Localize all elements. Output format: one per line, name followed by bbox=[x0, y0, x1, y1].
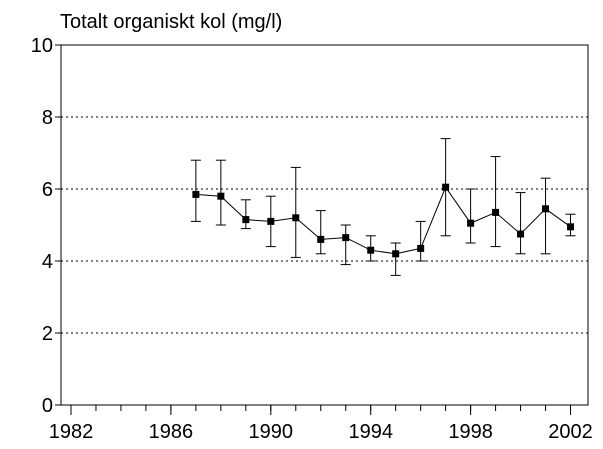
y-tick-label: 8 bbox=[42, 107, 53, 129]
data-point bbox=[342, 234, 350, 242]
data-point bbox=[417, 244, 425, 252]
error-bar bbox=[465, 188, 476, 244]
x-tick-label: 1990 bbox=[249, 421, 294, 443]
data-point bbox=[192, 190, 200, 198]
x-tick-label: 1982 bbox=[49, 421, 94, 443]
plot-frame bbox=[60, 44, 589, 406]
data-point bbox=[442, 183, 450, 191]
y-tick-label: 10 bbox=[31, 35, 53, 57]
error-bar bbox=[240, 199, 251, 230]
x-tick-label: 1998 bbox=[448, 421, 493, 443]
data-point bbox=[542, 205, 550, 213]
data-point bbox=[467, 219, 475, 227]
x-tick-label: 1986 bbox=[149, 421, 194, 443]
x-tick-label: 1994 bbox=[348, 421, 393, 443]
error-bar bbox=[515, 192, 526, 255]
data-point bbox=[492, 208, 500, 216]
error-bar bbox=[340, 224, 351, 266]
y-tick-label: 6 bbox=[42, 179, 53, 201]
data-point bbox=[217, 192, 225, 200]
chart-title: Totalt organiskt kol (mg/l) bbox=[60, 11, 282, 33]
y-tick-label: 2 bbox=[42, 323, 53, 345]
error-bar bbox=[540, 177, 551, 255]
error-bar bbox=[390, 242, 401, 276]
error-bar bbox=[215, 159, 226, 226]
data-point bbox=[367, 246, 375, 254]
data-point bbox=[517, 230, 525, 238]
y-tick-label: 4 bbox=[42, 251, 53, 273]
x-tick-label: 2002 bbox=[548, 421, 593, 443]
data-line bbox=[195, 186, 571, 255]
data-point bbox=[567, 223, 575, 231]
error-bar bbox=[190, 159, 201, 222]
error-bar bbox=[315, 210, 326, 255]
y-tick-label: 0 bbox=[42, 395, 53, 417]
data-point bbox=[242, 216, 250, 224]
error-bar bbox=[290, 166, 301, 258]
error-bar bbox=[415, 220, 426, 262]
data-point bbox=[292, 214, 300, 222]
error-bar bbox=[490, 156, 501, 248]
data-point bbox=[267, 217, 275, 225]
data-point bbox=[317, 235, 325, 243]
data-point bbox=[392, 250, 400, 258]
